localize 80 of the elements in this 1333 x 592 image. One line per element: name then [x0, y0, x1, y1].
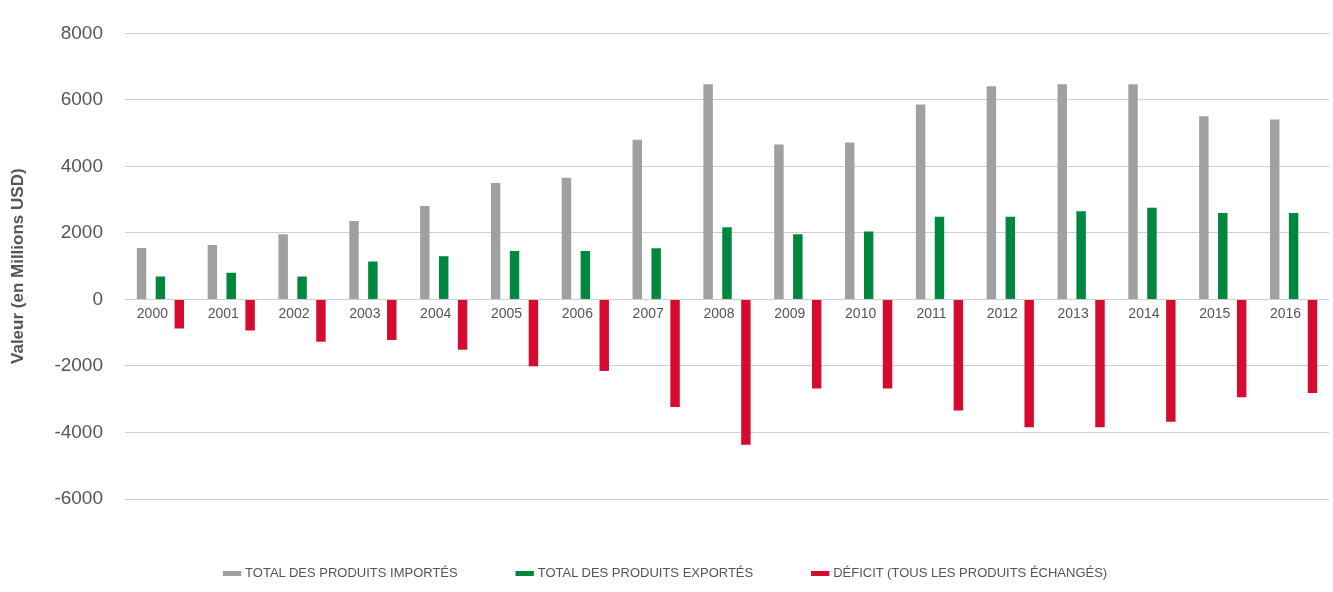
bar [1147, 207, 1157, 299]
bar [845, 142, 855, 299]
x-tick-label: 2002 [278, 305, 310, 322]
bar [1057, 84, 1067, 299]
bar [155, 276, 166, 299]
x-tick-label: 2004 [420, 305, 452, 322]
bar [1269, 119, 1280, 299]
bar [1076, 211, 1086, 299]
bar [986, 86, 997, 299]
y-axis-title: Valeur (en Millions USD) [7, 168, 27, 364]
bar [1199, 116, 1209, 299]
bar [1128, 84, 1138, 299]
bar [174, 299, 185, 329]
bar [1024, 299, 1034, 428]
bar [207, 244, 218, 299]
x-tick-label: 2000 [136, 305, 169, 322]
bar [741, 299, 751, 445]
bar [1307, 299, 1318, 393]
bar [774, 144, 784, 299]
bar [811, 299, 822, 389]
bar [245, 299, 255, 331]
legend-label: TOTAL DES PRODUITS EXPORTÉS [537, 565, 754, 581]
bar [278, 234, 288, 299]
bar [509, 250, 520, 299]
bar [316, 299, 326, 342]
bar [793, 234, 803, 299]
bar [490, 183, 501, 299]
bar [136, 247, 147, 299]
bar [953, 299, 964, 411]
bar [1236, 299, 1247, 398]
bar [882, 299, 893, 389]
x-tick-label: 2001 [207, 305, 240, 322]
y-tick-label: 4000 [60, 154, 103, 176]
bar [387, 299, 397, 341]
x-tick-label: 2009 [774, 305, 806, 322]
bar [1005, 216, 1016, 299]
y-tick-label: 0 [92, 287, 103, 309]
bar [632, 139, 643, 299]
bar [1166, 299, 1176, 422]
bar [368, 261, 378, 299]
y-tick-label: -6000 [54, 487, 103, 509]
bar [599, 299, 609, 371]
x-tick-label: 2014 [1128, 305, 1160, 322]
y-tick-label: -2000 [54, 354, 103, 376]
bar [703, 84, 713, 299]
bar [297, 276, 307, 299]
bar [420, 206, 430, 299]
x-tick-label: 2010 [845, 305, 877, 322]
x-tick-label: 2012 [986, 305, 1019, 322]
bar [1095, 299, 1105, 428]
bar [934, 216, 945, 299]
bar [915, 104, 926, 299]
y-tick-label: -4000 [54, 420, 103, 442]
bar [651, 248, 661, 299]
x-tick-label: 2015 [1199, 305, 1231, 322]
bar [457, 299, 468, 350]
bar [580, 250, 591, 299]
x-tick-label: 2013 [1057, 305, 1089, 322]
y-tick-label: 6000 [60, 88, 103, 110]
bar [863, 231, 874, 299]
x-tick-label: 2008 [703, 305, 735, 322]
x-tick-label: 2016 [1270, 305, 1302, 322]
bar [528, 299, 539, 367]
x-tick-label: 2005 [490, 305, 523, 322]
bar [561, 177, 572, 299]
bar [226, 272, 236, 299]
bar [722, 227, 732, 299]
bar [1218, 212, 1228, 299]
y-tick-label: 2000 [60, 221, 103, 243]
y-tick-label: 8000 [60, 21, 103, 43]
bar [670, 299, 680, 407]
bar [349, 220, 359, 299]
x-tick-label: 2007 [632, 305, 664, 322]
legend-label: DÉFICIT (TOUS LES PRODUITS ÉCHANGÉS) [833, 565, 1108, 581]
x-tick-label: 2006 [561, 305, 594, 322]
legend-label: TOTAL DES PRODUITS IMPORTÉS [245, 565, 459, 581]
x-tick-label: 2003 [349, 305, 381, 322]
bar [1288, 212, 1299, 299]
x-tick-label: 2011 [916, 305, 947, 322]
bar [438, 256, 449, 299]
